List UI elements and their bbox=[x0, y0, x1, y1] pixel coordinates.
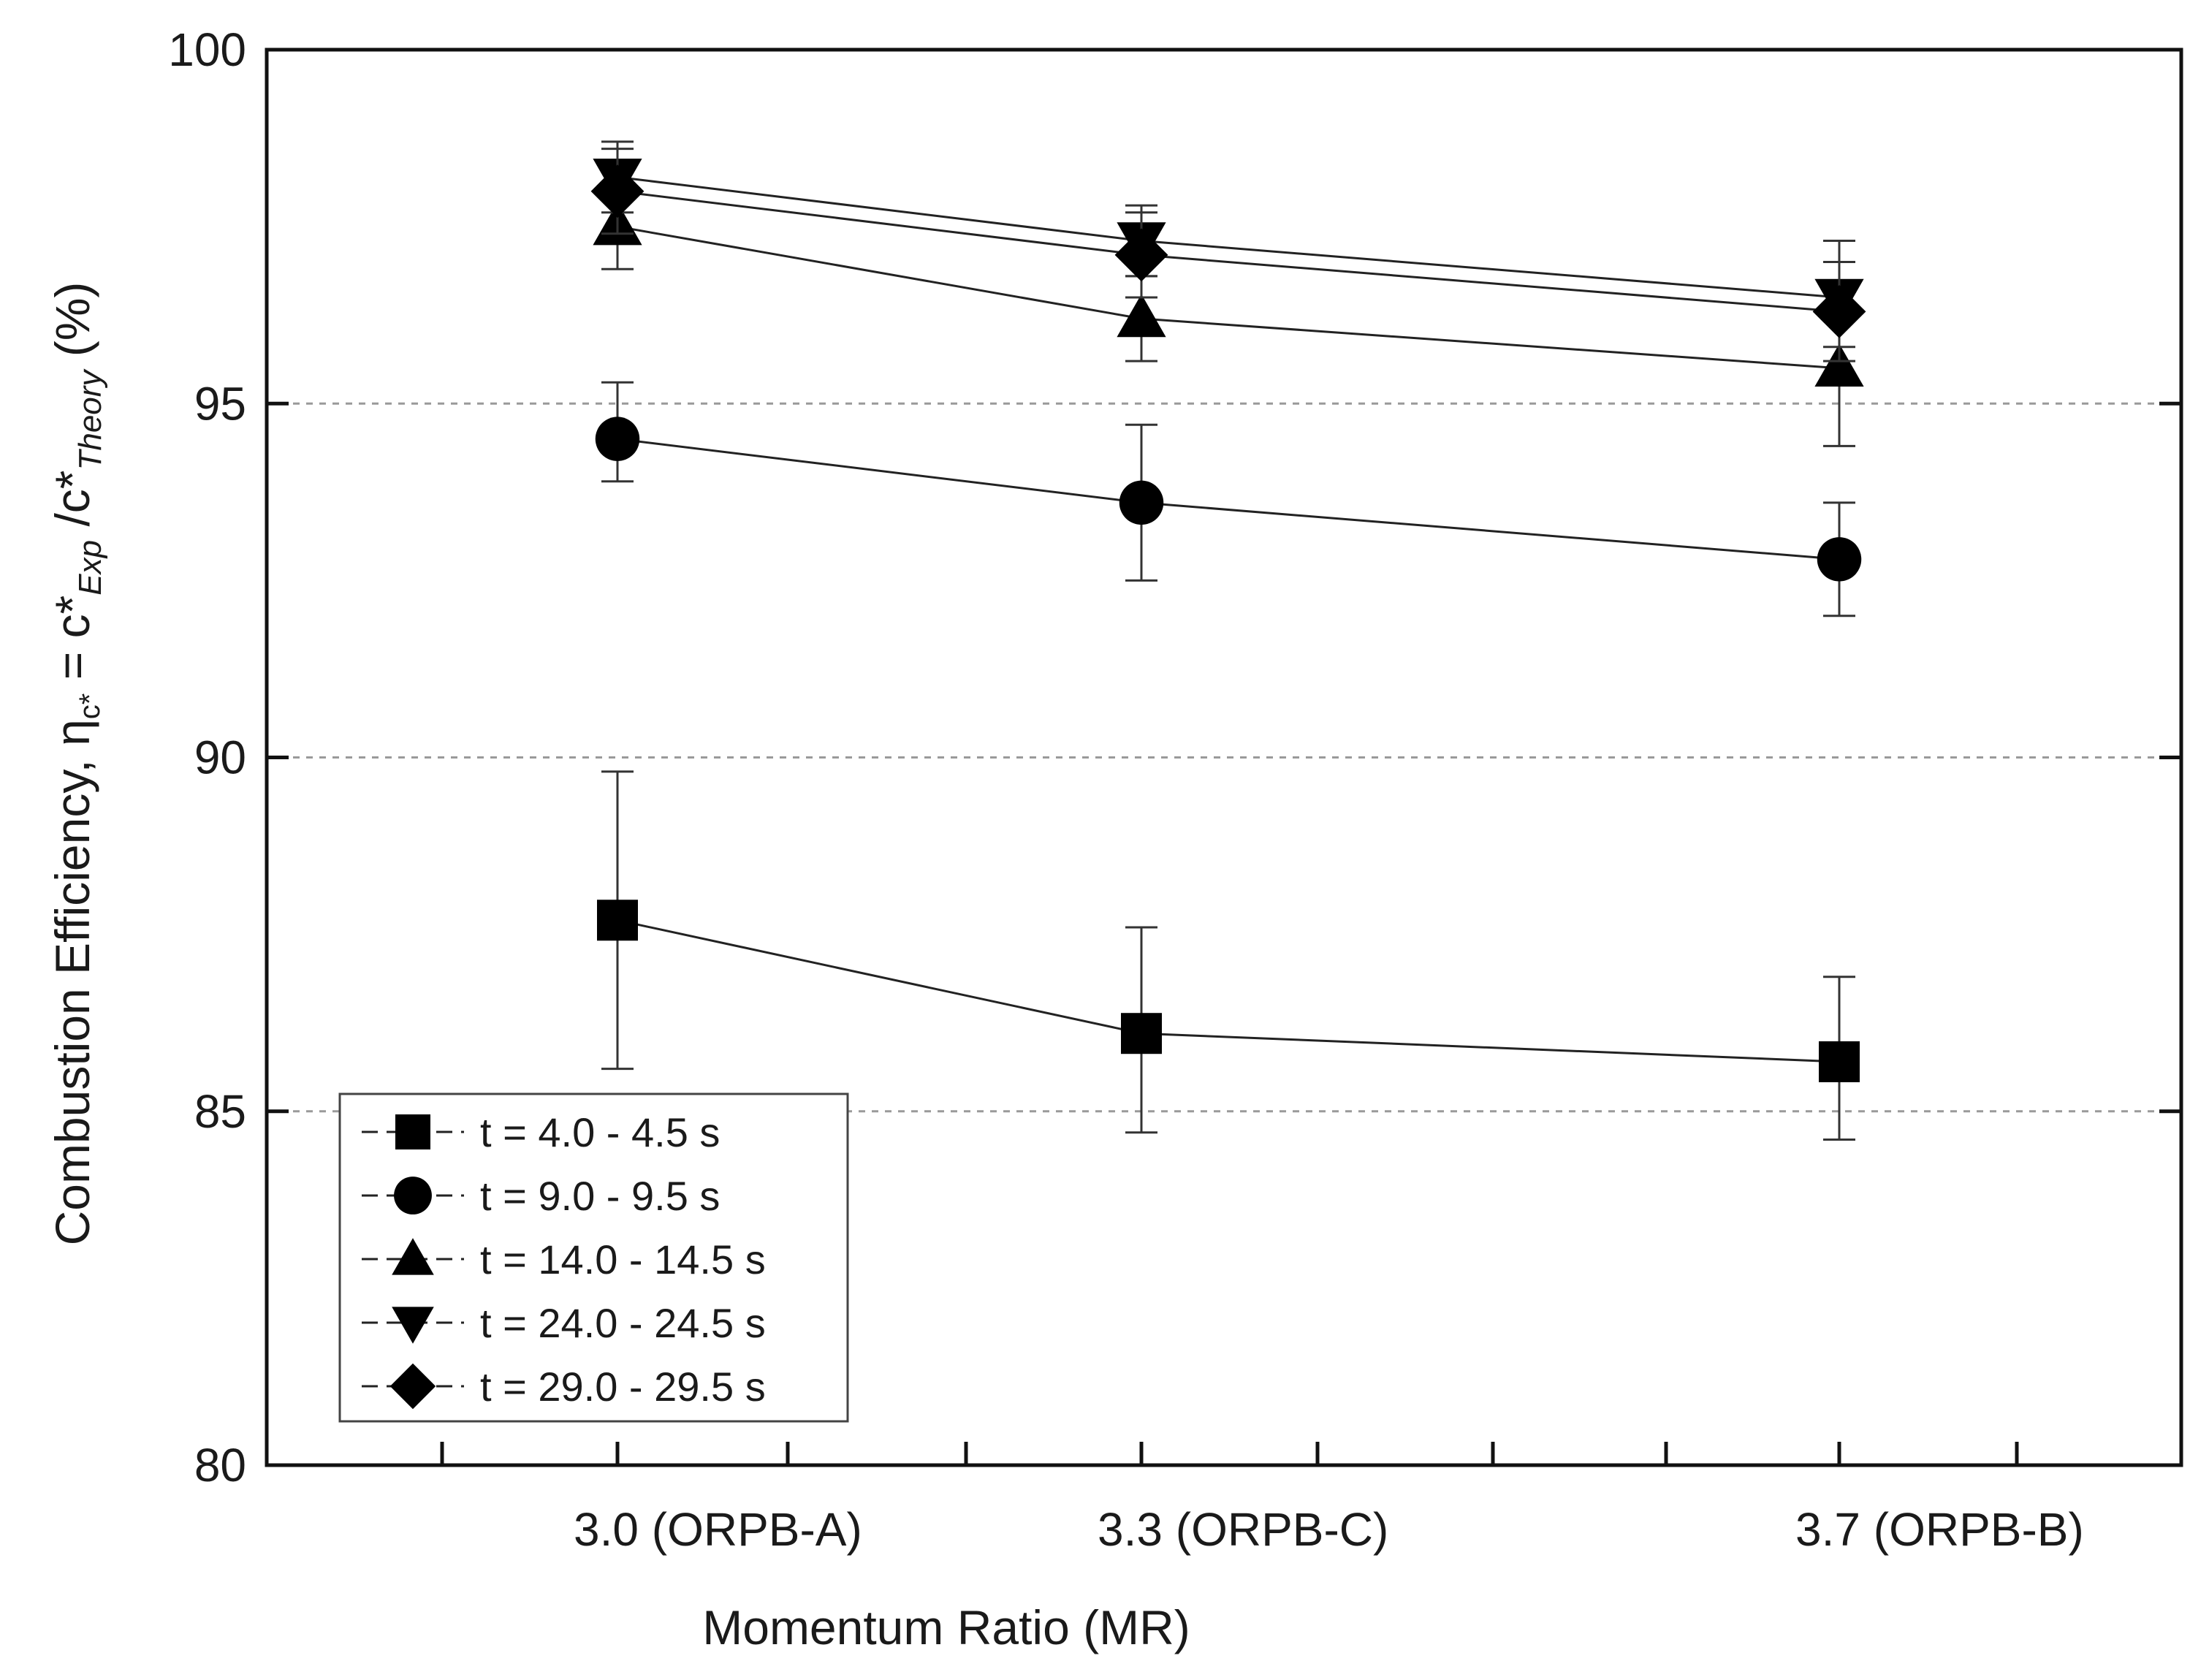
data-point bbox=[1817, 537, 1862, 582]
series-line bbox=[617, 190, 1840, 313]
y-tick-label: 100 bbox=[168, 23, 246, 76]
legend-item: t = 9.0 - 9.5 s bbox=[362, 1173, 720, 1219]
series-1 bbox=[597, 770, 1860, 1141]
data-point bbox=[595, 417, 640, 461]
data-point bbox=[590, 164, 645, 218]
data-point bbox=[597, 900, 638, 941]
data-point bbox=[1114, 228, 1168, 282]
y-tick-label: 85 bbox=[194, 1085, 246, 1138]
y-title-eq: = c* bbox=[45, 596, 99, 693]
y-title-eta-sub: c* bbox=[74, 693, 106, 720]
legend-label: t = 14.0 - 14.5 s bbox=[480, 1236, 766, 1282]
series-4 bbox=[593, 140, 1864, 349]
legend: t = 4.0 - 4.5 s t = 9.0 - 9.5 s t = 14.0 -… bbox=[338, 1092, 849, 1423]
y-title-div: /c* bbox=[45, 471, 99, 540]
y-tick-label: 80 bbox=[194, 1439, 246, 1491]
y-title-exp-sub: Exp bbox=[72, 540, 108, 596]
legend-item: t = 29.0 - 29.5 s bbox=[362, 1363, 766, 1410]
legend-item: t = 14.0 - 14.5 s bbox=[362, 1236, 766, 1282]
x-tick-label: 3.3 (ORPB-C) bbox=[1098, 1503, 1388, 1556]
legend-item: t = 4.0 - 4.5 s bbox=[362, 1109, 720, 1155]
series-line bbox=[617, 175, 1840, 299]
legend-label: t = 4.0 - 4.5 s bbox=[480, 1109, 720, 1155]
legend-label: t = 29.0 - 29.5 s bbox=[480, 1364, 766, 1410]
legend-marker bbox=[392, 1307, 434, 1344]
legend-label: t = 24.0 - 24.5 s bbox=[480, 1300, 766, 1346]
y-title-prefix: Combustion Efficiency, η bbox=[45, 719, 99, 1245]
legend-label: t = 9.0 - 9.5 s bbox=[480, 1173, 720, 1219]
series-5 bbox=[590, 148, 1866, 362]
legend-marker bbox=[394, 1177, 432, 1215]
ticks: 80 85 90 95 100 3.0 (ORPB-A) 3.3 (ORPB-C) 3.7 (… bbox=[168, 23, 2181, 1556]
legend-item: t = 24.0 - 24.5 s bbox=[362, 1300, 766, 1346]
data-point bbox=[1812, 284, 1866, 338]
y-title-unit: (%) bbox=[45, 282, 99, 370]
data-point bbox=[1117, 294, 1166, 338]
series-2 bbox=[595, 381, 1862, 617]
series-line bbox=[617, 919, 1840, 1063]
data-point bbox=[1119, 480, 1164, 525]
y-axis-title: Combustion Efficiency, ηc* = c*Exp /c*Th… bbox=[45, 282, 108, 1246]
x-axis-title: Momentum Ratio (MR) bbox=[702, 1600, 1190, 1654]
y-tick-label: 95 bbox=[194, 377, 246, 430]
x-tick-label: 3.0 (ORPB-A) bbox=[574, 1503, 862, 1556]
legend-marker bbox=[389, 1363, 436, 1410]
y-title-theory-sub: Theory bbox=[72, 368, 108, 471]
series-3 bbox=[593, 183, 1864, 447]
data-point bbox=[1819, 1041, 1860, 1082]
x-tick-label: 3.7 (ORPB-B) bbox=[1795, 1503, 2084, 1556]
y-tick-label: 90 bbox=[194, 731, 246, 784]
data-point bbox=[1121, 1013, 1162, 1054]
legend-marker bbox=[392, 1238, 434, 1275]
series-line bbox=[617, 438, 1840, 560]
data-point bbox=[1814, 343, 1864, 387]
series-group bbox=[590, 140, 1866, 1141]
legend-marker bbox=[395, 1114, 430, 1149]
